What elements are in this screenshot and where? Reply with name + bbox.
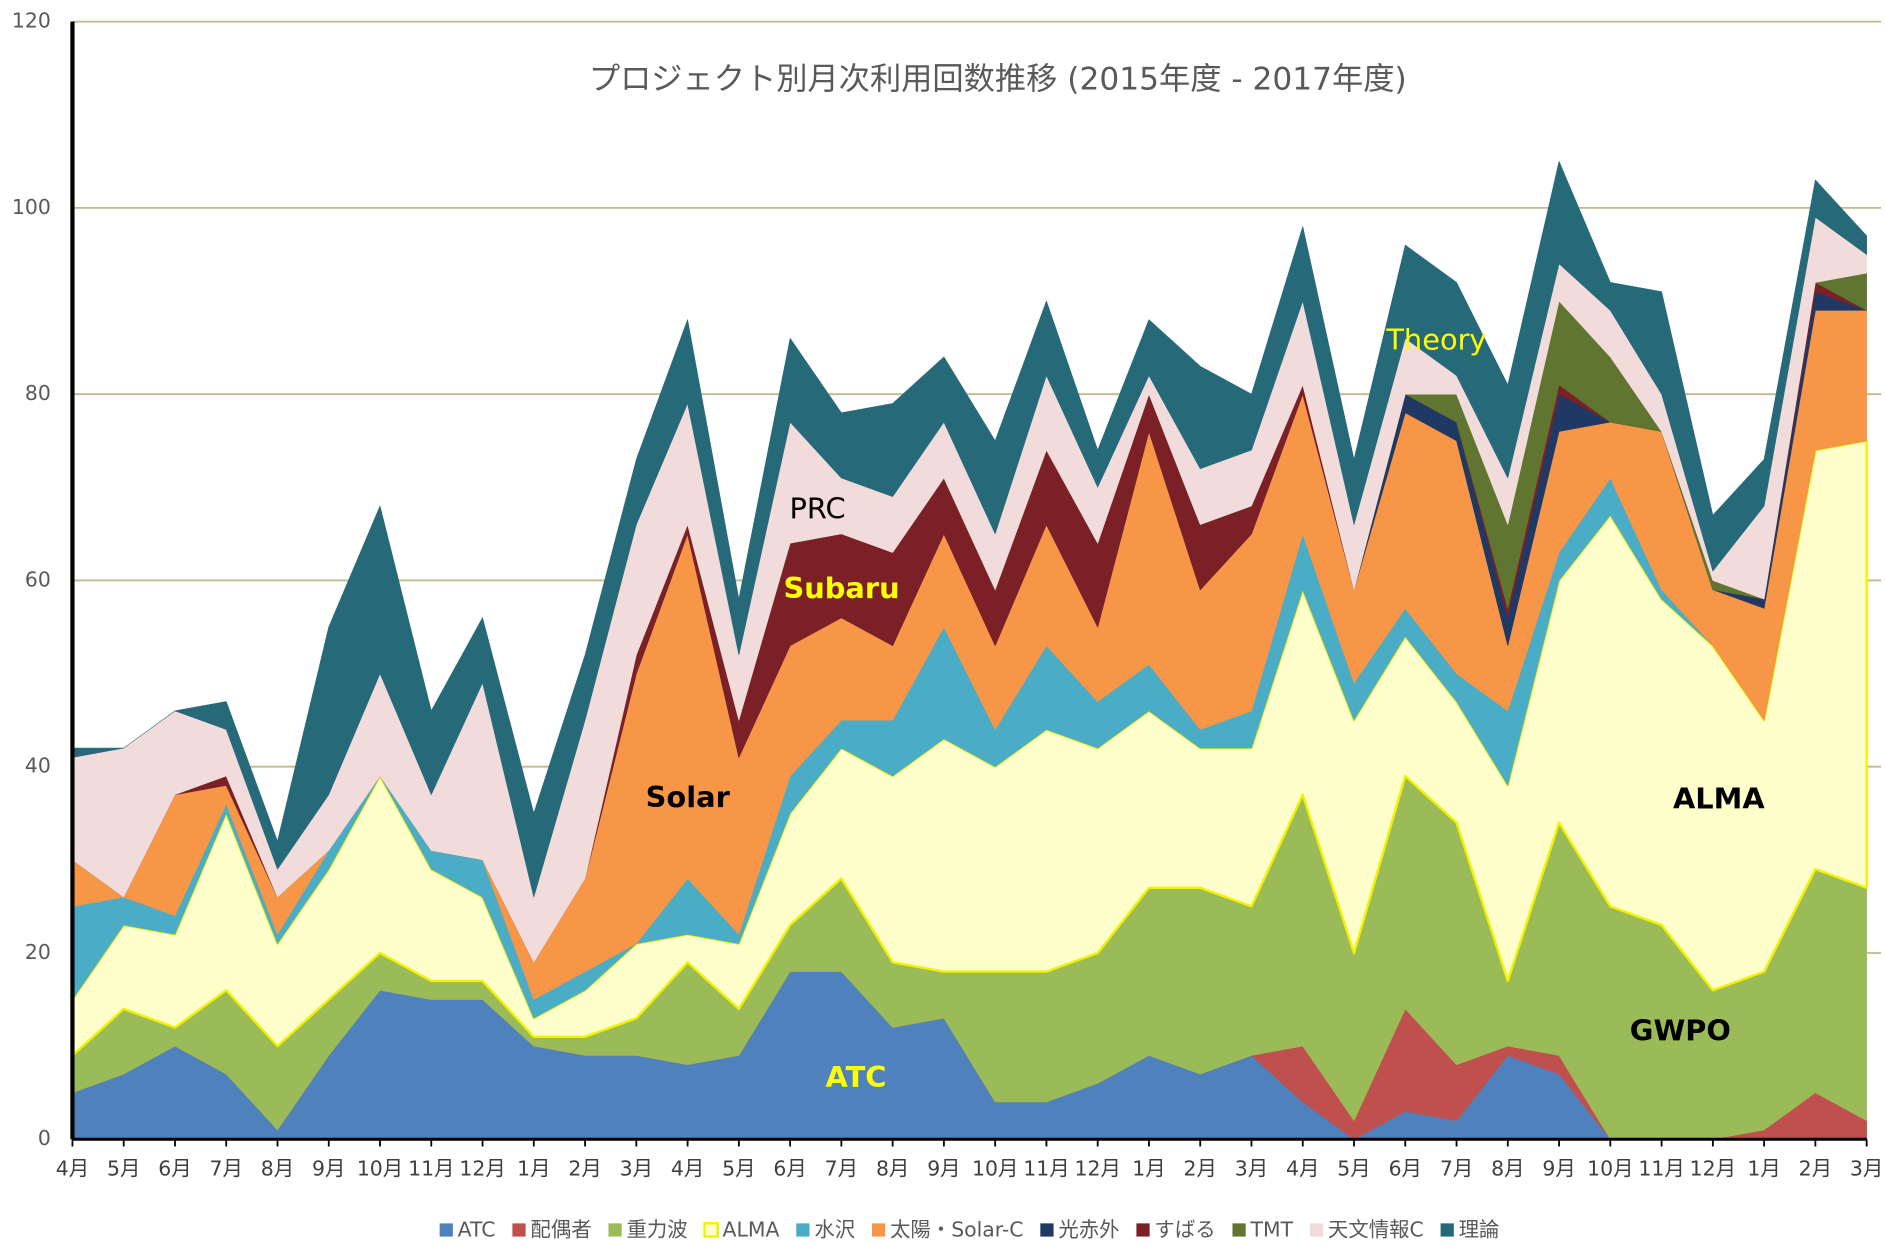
x-tick-label: 1月 <box>1132 1156 1165 1180</box>
x-tick-label: 4月 <box>1286 1156 1319 1180</box>
legend-swatch <box>1309 1223 1324 1237</box>
legend-swatch <box>703 1222 719 1238</box>
legend-swatch <box>1232 1223 1246 1237</box>
legend-swatch <box>1440 1223 1454 1237</box>
legend-swatch <box>439 1223 453 1237</box>
y-tick-label: 40 <box>25 754 51 778</box>
x-tick-label: 9月 <box>1542 1156 1575 1180</box>
legend-label: 重力波 <box>626 1218 687 1242</box>
y-tick-label: 120 <box>12 9 51 33</box>
x-tick-label: 5月 <box>1337 1156 1370 1180</box>
x-tick-label: 3月 <box>1235 1156 1268 1180</box>
x-tick-label: 7月 <box>210 1156 243 1180</box>
x-tick-label: 1月 <box>1747 1156 1780 1180</box>
legend-label: ATC <box>458 1218 496 1242</box>
legend-label: ALMA <box>723 1218 780 1242</box>
legend-label: 配偶者 <box>530 1218 591 1242</box>
y-tick-label: 80 <box>25 381 51 405</box>
x-tick-label: 2月 <box>1184 1156 1217 1180</box>
x-tick-label: 3月 <box>1850 1156 1883 1180</box>
legend-swatch <box>608 1223 622 1237</box>
y-tick-label: 0 <box>38 1126 51 1150</box>
x-tick-label: 5月 <box>722 1156 755 1180</box>
x-tick-label: 11月 <box>1023 1156 1069 1180</box>
x-tick-label: 12月 <box>459 1156 505 1180</box>
x-tick-label: 6月 <box>158 1156 191 1180</box>
x-tick-label: 2月 <box>1799 1156 1832 1180</box>
legend-label: 太陽・Solar-C <box>890 1218 1024 1242</box>
x-tick-label: 5月 <box>107 1156 140 1180</box>
x-tick-label: 9月 <box>927 1156 960 1180</box>
x-tick-label: 7月 <box>825 1156 858 1180</box>
x-tick-label: 3月 <box>620 1156 653 1180</box>
x-tick-label: 12月 <box>1690 1156 1736 1180</box>
annotation: PRC <box>789 492 845 526</box>
legend-label: すばる <box>1154 1218 1215 1242</box>
x-tick-label: 2月 <box>568 1156 601 1180</box>
x-tick-label: 1月 <box>517 1156 550 1180</box>
legend-swatch <box>1136 1223 1150 1237</box>
x-tick-label: 6月 <box>1389 1156 1422 1180</box>
legend-label: 天文情報C <box>1328 1218 1424 1242</box>
annotation: ATC <box>826 1060 887 1094</box>
legend-swatch <box>796 1223 810 1237</box>
x-tick-label: 8月 <box>261 1156 294 1180</box>
legend-swatch <box>512 1223 526 1237</box>
legend: ATC 配偶者 重力波 ALMA 水沢 太陽・Solar-C 光赤外 すばる TMT 天文情報C 理… <box>439 1218 1500 1242</box>
x-tick-label: 10月 <box>357 1156 403 1180</box>
x-tick-label: 6月 <box>773 1156 806 1180</box>
chart-title: プロジェクト別月次利用回数推移 (2015年度 - 2017年度) <box>589 62 1407 98</box>
x-tick-label: 12月 <box>1075 1156 1121 1180</box>
x-tick-label: 10月 <box>972 1156 1018 1180</box>
x-tick-label: 4月 <box>56 1156 89 1180</box>
area <box>72 161 1867 898</box>
legend-label: 水沢 <box>814 1218 855 1242</box>
areas <box>71 161 1868 1140</box>
annotation: Theory <box>1385 322 1486 356</box>
x-tick-label: 8月 <box>1491 1156 1524 1180</box>
legend-label: 光赤外 <box>1058 1218 1119 1242</box>
x-tick-label: 9月 <box>312 1156 345 1180</box>
legend-label: 理論 <box>1459 1218 1500 1242</box>
legend-label: TMT <box>1250 1218 1294 1242</box>
x-tick-label: 4月 <box>671 1156 704 1180</box>
annotation: ALMA <box>1673 781 1765 815</box>
annotation: Solar <box>646 780 731 814</box>
legend-swatch <box>871 1223 886 1237</box>
legend-swatch <box>1040 1223 1054 1237</box>
y-tick-label: 100 <box>12 195 51 219</box>
x-tick-label: 11月 <box>408 1156 454 1180</box>
x-tick-label: 8月 <box>876 1156 909 1180</box>
y-tick-label: 20 <box>25 940 51 964</box>
x-tick-label: 10月 <box>1587 1156 1633 1180</box>
x-tick-label: 11月 <box>1638 1156 1684 1180</box>
y-tick-label: 60 <box>25 567 51 591</box>
annotation: Subaru <box>783 571 899 605</box>
x-tick-label: 7月 <box>1440 1156 1473 1180</box>
annotation: GWPO <box>1630 1013 1731 1047</box>
